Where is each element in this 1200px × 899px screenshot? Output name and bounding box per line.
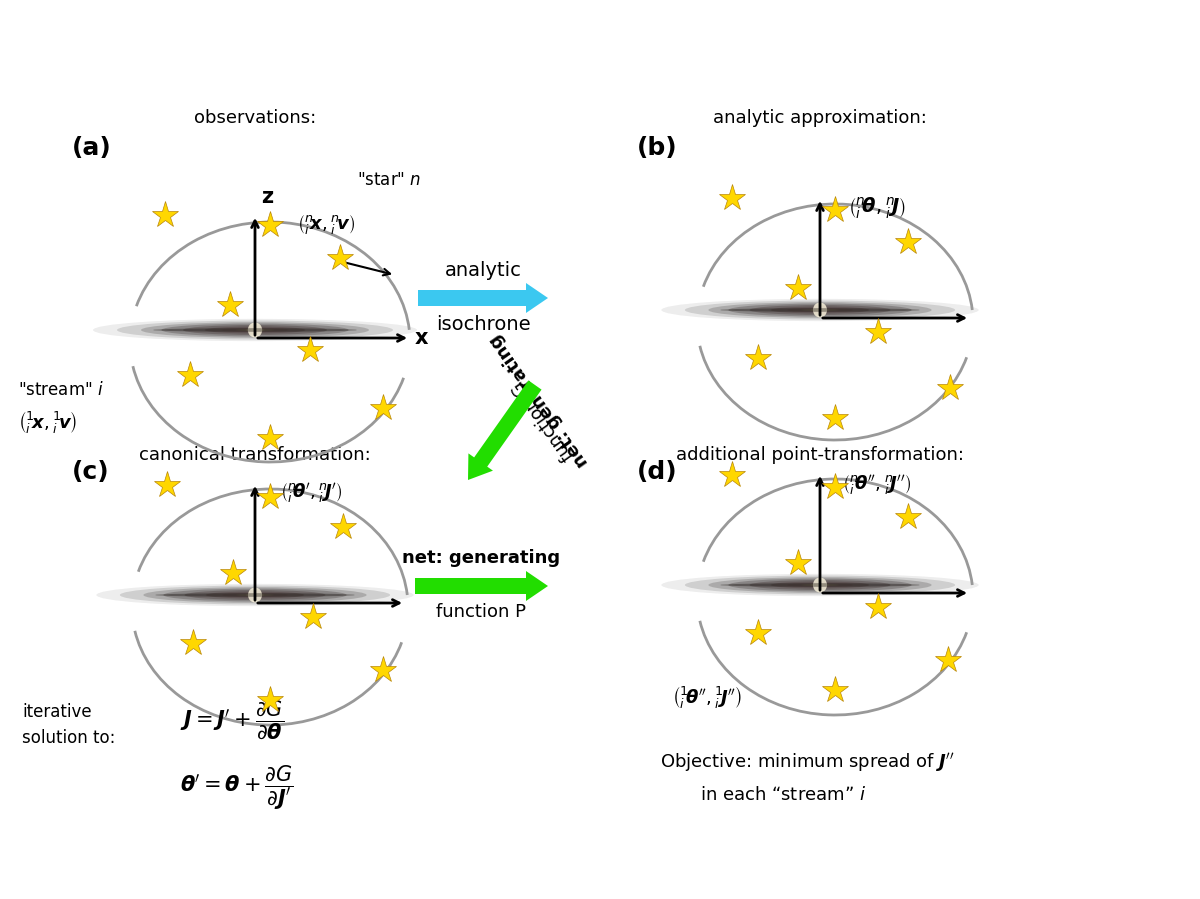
Text: (c): (c): [72, 460, 109, 484]
FancyArrow shape: [468, 380, 541, 480]
Ellipse shape: [163, 589, 347, 601]
Text: function P: function P: [437, 603, 527, 621]
Ellipse shape: [143, 587, 367, 603]
Text: net: generating: net: generating: [486, 331, 593, 470]
Text: function G: function G: [509, 378, 577, 464]
Ellipse shape: [728, 579, 912, 592]
Ellipse shape: [246, 594, 264, 596]
Ellipse shape: [802, 583, 839, 586]
Ellipse shape: [248, 323, 263, 337]
Text: net: generating: net: generating: [402, 549, 560, 567]
Text: "star" $n$: "star" $n$: [358, 171, 421, 189]
Text: additional point-transformation:: additional point-transformation:: [676, 446, 964, 464]
Ellipse shape: [120, 585, 390, 604]
Ellipse shape: [185, 590, 325, 600]
Text: in each “stream” $i$: in each “stream” $i$: [700, 786, 866, 804]
Ellipse shape: [708, 577, 931, 592]
Text: $\left({}^1_i\!\boldsymbol{x},{}^1_i\!\boldsymbol{v}\right)$: $\left({}^1_i\!\boldsymbol{x},{}^1_i\!\b…: [18, 409, 77, 435]
Ellipse shape: [811, 584, 829, 585]
Ellipse shape: [248, 588, 262, 602]
Ellipse shape: [685, 300, 955, 319]
Text: canonical transformation:: canonical transformation:: [139, 446, 371, 464]
Ellipse shape: [720, 583, 920, 587]
Ellipse shape: [94, 319, 418, 341]
Ellipse shape: [661, 298, 979, 321]
Ellipse shape: [728, 304, 912, 316]
Ellipse shape: [246, 329, 265, 331]
Ellipse shape: [750, 305, 890, 315]
Ellipse shape: [811, 309, 829, 311]
Ellipse shape: [182, 325, 326, 335]
Text: x: x: [415, 328, 428, 348]
Text: (a): (a): [72, 136, 112, 160]
Text: isochrone: isochrone: [436, 316, 530, 334]
Text: $\left({}^n_i\!\boldsymbol{\theta}'',{}^n_i\!\boldsymbol{J}''\right)$: $\left({}^n_i\!\boldsymbol{\theta}'',{}^…: [842, 473, 911, 497]
Text: z: z: [262, 187, 274, 207]
Text: $\left({}^n_i\!\boldsymbol{\theta}',{}^n_i\!\boldsymbol{J}'\right)$: $\left({}^n_i\!\boldsymbol{\theta}',{}^n…: [280, 481, 342, 505]
Ellipse shape: [222, 328, 289, 333]
Text: $\left({}^n_i\!\boldsymbol{x},{}^n_i\!\boldsymbol{v}\right)$: $\left({}^n_i\!\boldsymbol{x},{}^n_i\!\b…: [298, 213, 355, 236]
Ellipse shape: [155, 593, 355, 597]
Ellipse shape: [812, 302, 827, 317]
Text: "stream" $i$: "stream" $i$: [18, 381, 103, 399]
Text: (b): (b): [637, 136, 678, 160]
Text: $\boldsymbol{J} = \boldsymbol{J}^\prime + \dfrac{\partial G}{\partial\boldsymbol: $\boldsymbol{J} = \boldsymbol{J}^\prime …: [180, 699, 284, 742]
Ellipse shape: [720, 308, 920, 312]
Ellipse shape: [96, 583, 414, 606]
Text: (d): (d): [637, 460, 678, 484]
Ellipse shape: [205, 592, 305, 599]
FancyArrow shape: [418, 283, 548, 313]
Ellipse shape: [142, 322, 370, 338]
Text: analytic approximation:: analytic approximation:: [713, 109, 926, 127]
Text: analytic: analytic: [444, 261, 522, 280]
Text: Objective: minimum spread of $\boldsymbol{J}''$: Objective: minimum spread of $\boldsymbo…: [660, 751, 954, 773]
Ellipse shape: [770, 582, 869, 589]
Text: $\boldsymbol{\theta}' = \boldsymbol{\theta} + \dfrac{\partial G}{\partial\boldsy: $\boldsymbol{\theta}' = \boldsymbol{\the…: [180, 764, 294, 812]
Ellipse shape: [222, 592, 288, 597]
Ellipse shape: [802, 308, 839, 311]
Text: solution to:: solution to:: [22, 729, 115, 747]
Text: $\left({}^1_i\!\boldsymbol{\theta}'',{}^1_i\!\boldsymbol{J}''\right)$: $\left({}^1_i\!\boldsymbol{\theta}'',{}^…: [672, 684, 743, 710]
Ellipse shape: [154, 328, 358, 332]
Ellipse shape: [661, 574, 979, 596]
Ellipse shape: [685, 575, 955, 594]
Ellipse shape: [708, 302, 931, 318]
Ellipse shape: [750, 580, 890, 590]
Text: iterative: iterative: [22, 703, 91, 721]
FancyArrow shape: [415, 571, 548, 601]
Text: $\left({}^n_i\!\boldsymbol{\theta},{}^n_i\!\boldsymbol{J}\right)$: $\left({}^n_i\!\boldsymbol{\theta},{}^n_…: [848, 195, 906, 220]
Text: observations:: observations:: [194, 109, 316, 127]
Ellipse shape: [204, 326, 305, 334]
Ellipse shape: [770, 307, 869, 314]
Ellipse shape: [118, 321, 394, 340]
Ellipse shape: [236, 593, 274, 596]
Ellipse shape: [812, 577, 827, 592]
Ellipse shape: [236, 329, 275, 332]
Ellipse shape: [787, 307, 853, 312]
Ellipse shape: [787, 583, 853, 587]
Ellipse shape: [161, 324, 349, 336]
